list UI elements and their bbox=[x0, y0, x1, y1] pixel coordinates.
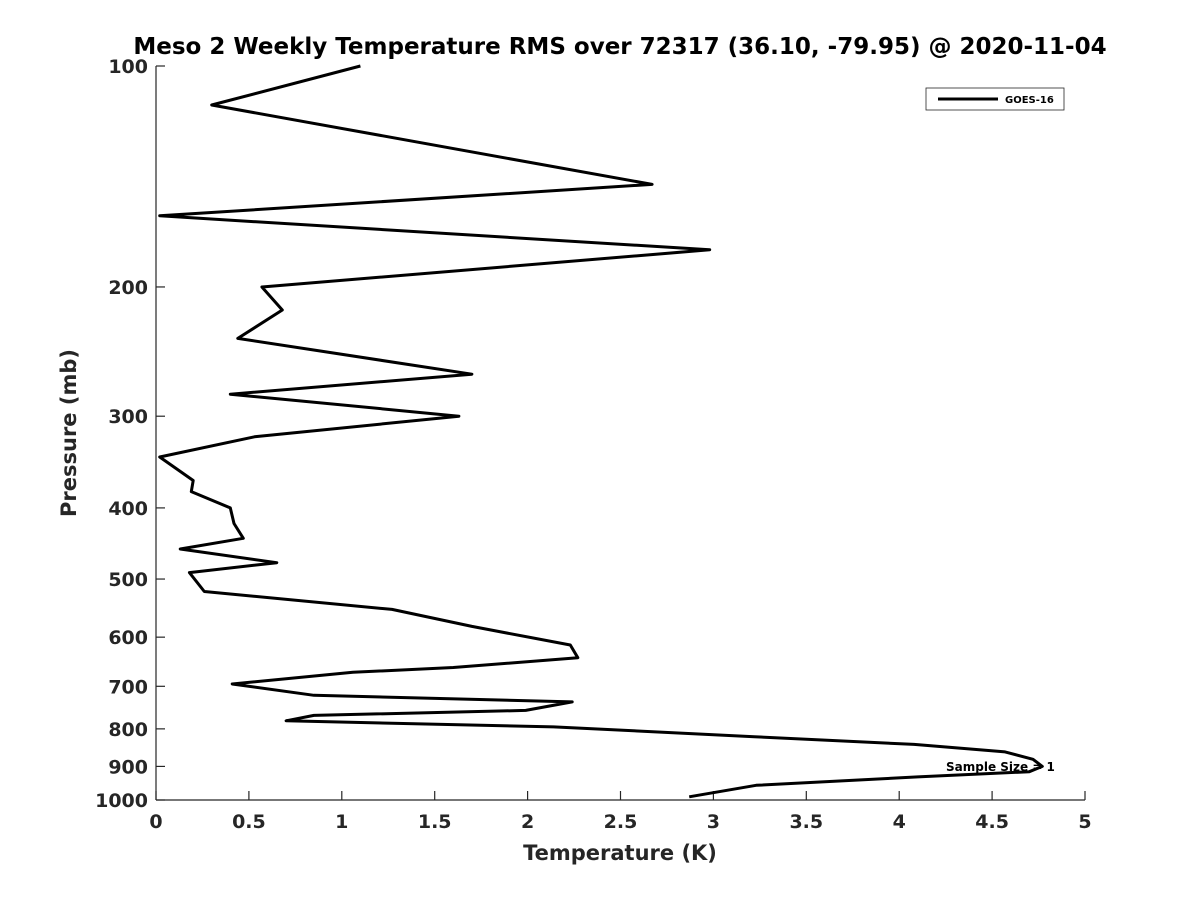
legend: GOES-16 bbox=[925, 87, 1065, 111]
series-line-0 bbox=[158, 64, 1044, 799]
x-tick-label: 2.5 bbox=[604, 811, 638, 833]
x-tick-label: 5 bbox=[1078, 811, 1091, 833]
y-tick-label: 500 bbox=[108, 569, 148, 591]
x-ticks: 0 0.5 1 1.5 2 2.5 3 3.5 4 4.5 5 bbox=[149, 791, 1092, 833]
y-axis-label: Pressure (mb) bbox=[57, 349, 81, 517]
chart-title: Meso 2 Weekly Temperature RMS over 72317… bbox=[133, 34, 1106, 60]
y-tick-label: 300 bbox=[108, 406, 148, 428]
y-tick-label: 1000 bbox=[95, 790, 148, 812]
x-tick-label: 2 bbox=[521, 811, 534, 833]
y-tick-label: 100 bbox=[108, 56, 148, 78]
y-tick-label: 600 bbox=[108, 627, 148, 649]
series-group bbox=[158, 64, 1044, 799]
y-ticks: 100 200 300 400 500 600 700 800 900 1000 bbox=[95, 56, 165, 812]
x-tick-label: 1.5 bbox=[418, 811, 452, 833]
x-tick-label: 1 bbox=[335, 811, 348, 833]
x-tick-label: 0.5 bbox=[232, 811, 266, 833]
x-tick-label: 3 bbox=[707, 811, 720, 833]
y-tick-label: 200 bbox=[108, 277, 148, 299]
legend-label: GOES-16 bbox=[1005, 95, 1054, 106]
x-tick-label: 4 bbox=[893, 811, 906, 833]
x-axis-label: Temperature (K) bbox=[523, 841, 717, 865]
x-tick-label: 0 bbox=[149, 811, 162, 833]
sample-size-annotation: Sample Size = 1 bbox=[946, 760, 1055, 774]
y-tick-label: 900 bbox=[108, 756, 148, 778]
y-tick-label: 800 bbox=[108, 719, 148, 741]
x-tick-label: 3.5 bbox=[789, 811, 823, 833]
x-tick-label: 4.5 bbox=[975, 811, 1009, 833]
y-tick-label: 400 bbox=[108, 498, 148, 520]
y-tick-label: 700 bbox=[108, 676, 148, 698]
